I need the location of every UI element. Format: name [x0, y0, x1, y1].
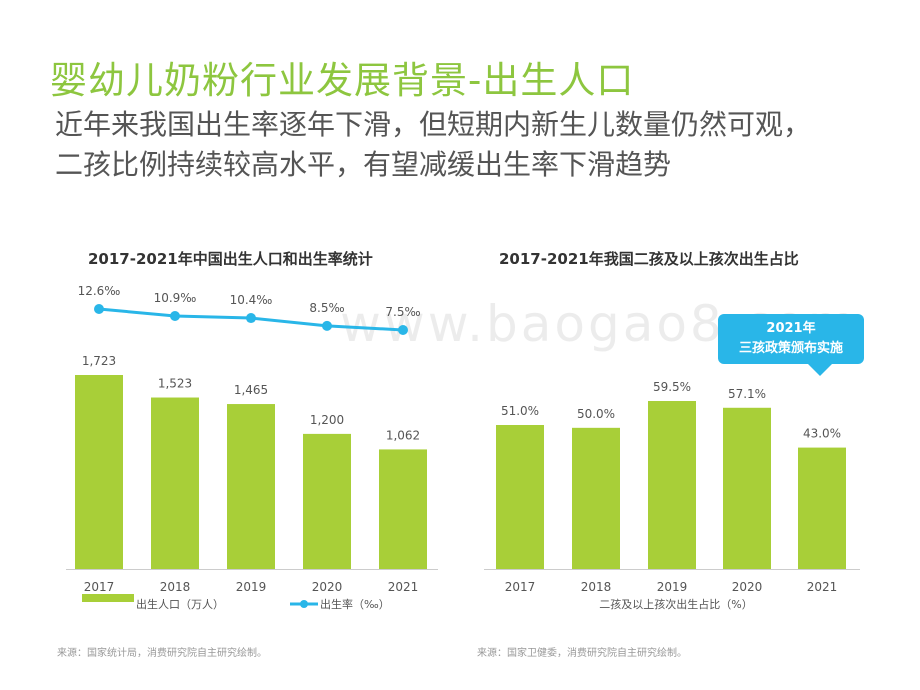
legend-bar-swatch: [82, 594, 134, 602]
left-x-tick-2020: 2020: [312, 580, 343, 594]
right-x-tick-2020: 2020: [732, 580, 763, 594]
right-bar-2021: [798, 447, 846, 569]
left-x-tick-2021: 2021: [388, 580, 419, 594]
right-x-tick-2017: 2017: [505, 580, 536, 594]
left-bar-2019: [227, 404, 275, 569]
legend-bar-label: 出生人口（万人）: [136, 597, 224, 611]
left-bar-label-2019: 1,465: [234, 383, 268, 397]
birth-rate-point-2020: [322, 320, 332, 331]
right-x-tick-2018: 2018: [581, 580, 612, 594]
right-bar-label-2019: 59.5%: [653, 380, 691, 394]
birth-rate-point-2021: [398, 325, 408, 335]
right-bar-label-2021: 43.0%: [803, 427, 841, 441]
left-x-tick-2018: 2018: [160, 580, 191, 594]
subtitle-line-2: 二孩比例持续较高水平，有望减缓出生率下滑趋势: [55, 148, 672, 181]
birth-rate-label-2020: 8.5‰: [309, 301, 344, 315]
left-bar-2017: [75, 375, 123, 569]
birth-rate-label-2019: 10.4‰: [230, 293, 273, 307]
right-x-tick-2019: 2019: [657, 580, 688, 594]
left-bar-label-2018: 1,523: [158, 377, 192, 391]
right-chart-source: 来源：国家卫健委，消费研究院自主研究绘制。: [477, 648, 687, 659]
left-bar-label-2021: 1,062: [386, 428, 420, 442]
page-title: 婴幼儿奶粉行业发展背景-出生人口: [50, 59, 635, 102]
callout-three-child-policy: 2021年 三孩政策颁布实施: [718, 314, 864, 376]
left-bar-2018: [151, 397, 199, 569]
right-chart-title: 2017-2021年我国二孩及以上孩次出生占比: [499, 250, 799, 268]
left-bar-2020: [303, 433, 351, 569]
right-bar-2020: [723, 407, 771, 569]
left-x-tick-2019: 2019: [236, 580, 267, 594]
callout-line-1: 2021年: [766, 321, 816, 336]
legend-line-marker: [300, 600, 308, 608]
birth-rate-label-2018: 10.9‰: [154, 291, 197, 305]
left-bar-label-2017: 1,723: [82, 354, 116, 368]
birth-rate-label-2017: 12.6‰: [78, 284, 121, 298]
right-bar-2017: [496, 425, 544, 569]
left-bar-2021: [379, 449, 427, 569]
callout-line-2: 三孩政策颁布实施: [738, 341, 843, 356]
birth-rate-label-2021: 7.5‰: [385, 305, 420, 319]
subtitle-line-1: 近年来我国出生率逐年下滑，但短期内新生儿数量仍然可观，: [55, 108, 812, 141]
page-subtitle: 近年来我国出生率逐年下滑，但短期内新生儿数量仍然可观， 二孩比例持续较高水平，有…: [55, 105, 811, 185]
birth-rate-point-2019: [246, 313, 256, 324]
right-bar-label-2018: 50.0%: [577, 407, 615, 421]
birth-rate-point-2017: [94, 304, 104, 314]
right-bar-label-2017: 51.0%: [501, 404, 539, 418]
left-chart-title: 2017-2021年中国出生人口和出生率统计: [88, 250, 373, 268]
right-bar-2018: [572, 427, 620, 569]
left-x-tick-2017: 2017: [84, 580, 115, 594]
right-bar-label-2020: 57.1%: [728, 387, 766, 401]
right-x-tick-2021: 2021: [807, 580, 838, 594]
right-bar-2019: [648, 401, 696, 569]
legend-line-label: 出生率（‰）: [320, 597, 390, 611]
left-bar-label-2020: 1,200: [310, 413, 344, 427]
left-chart-source: 来源：国家统计局，消费研究院自主研究绘制。: [57, 648, 267, 659]
birth-rate-point-2018: [170, 311, 180, 321]
right-legend-label: 二孩及以上孩次出生占比（%）: [599, 597, 752, 611]
